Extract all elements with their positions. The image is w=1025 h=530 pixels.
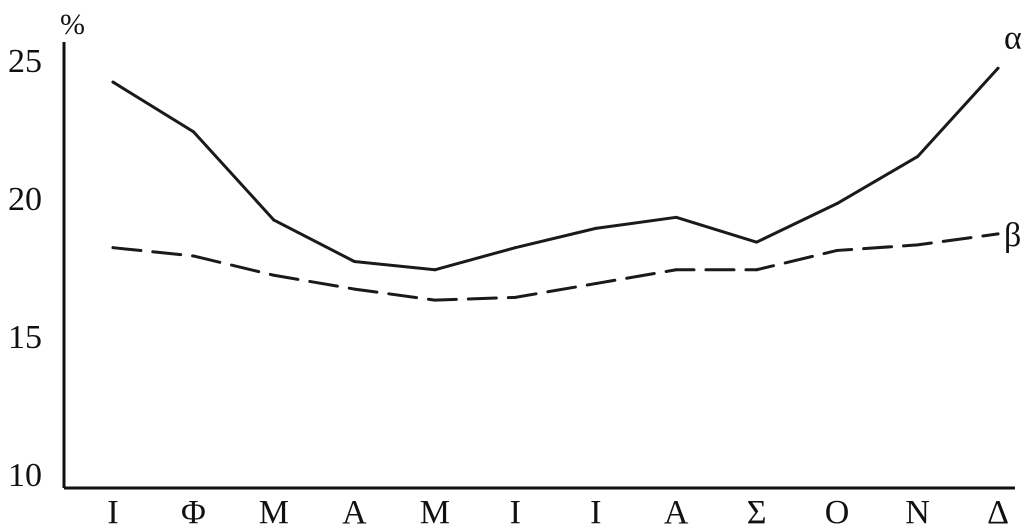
data-point	[755, 268, 759, 272]
x-tick-label: Ι	[107, 494, 118, 530]
data-point	[513, 295, 517, 299]
data-point	[272, 218, 276, 222]
x-tick-label: Σ	[747, 494, 767, 530]
data-point	[272, 273, 276, 277]
data-point	[111, 246, 115, 250]
data-point	[433, 298, 437, 302]
data-point	[352, 287, 356, 291]
x-tick-label: Δ	[987, 494, 1009, 530]
x-tick-label: Φ	[181, 494, 206, 530]
data-point	[191, 254, 195, 258]
data-point	[835, 248, 839, 252]
y-tick-label: 25	[8, 43, 42, 80]
data-point	[433, 268, 437, 272]
y-tick-label: 10	[8, 457, 42, 494]
data-point	[674, 268, 678, 272]
x-tick-label: Ι	[590, 494, 601, 530]
series-label: β	[1004, 217, 1021, 254]
series-layer	[111, 66, 1000, 302]
y-tick-label: 15	[8, 319, 42, 356]
data-point	[111, 80, 115, 84]
series-labels: αβ	[1004, 19, 1022, 254]
data-point	[594, 282, 598, 286]
data-point	[674, 215, 678, 219]
data-point	[916, 155, 920, 159]
data-point	[594, 226, 598, 230]
x-tick-label: Μ	[420, 494, 450, 530]
series-line-beta	[111, 232, 1000, 302]
x-tick-label: Ι	[510, 494, 521, 530]
y-tick-label: 20	[8, 181, 42, 218]
series-line-alpha	[111, 66, 1000, 272]
data-point	[191, 130, 195, 134]
series-label: α	[1004, 19, 1022, 56]
y-tick-labels: 10 15 20 25	[8, 43, 42, 494]
data-point	[513, 246, 517, 250]
data-point	[996, 66, 1000, 70]
data-point	[755, 240, 759, 244]
data-point	[352, 259, 356, 263]
data-point	[835, 202, 839, 206]
x-tick-label: Ν	[905, 494, 930, 530]
y-axis-group: % 10 15 20 25	[8, 8, 85, 494]
data-point	[996, 232, 1000, 236]
x-tick-label: Μ	[259, 494, 289, 530]
y-axis-unit-label: %	[60, 8, 85, 41]
x-tick-label: Α	[342, 494, 367, 530]
data-point	[916, 243, 920, 247]
x-tick-label: Ο	[825, 494, 850, 530]
x-tick-label: Α	[664, 494, 689, 530]
